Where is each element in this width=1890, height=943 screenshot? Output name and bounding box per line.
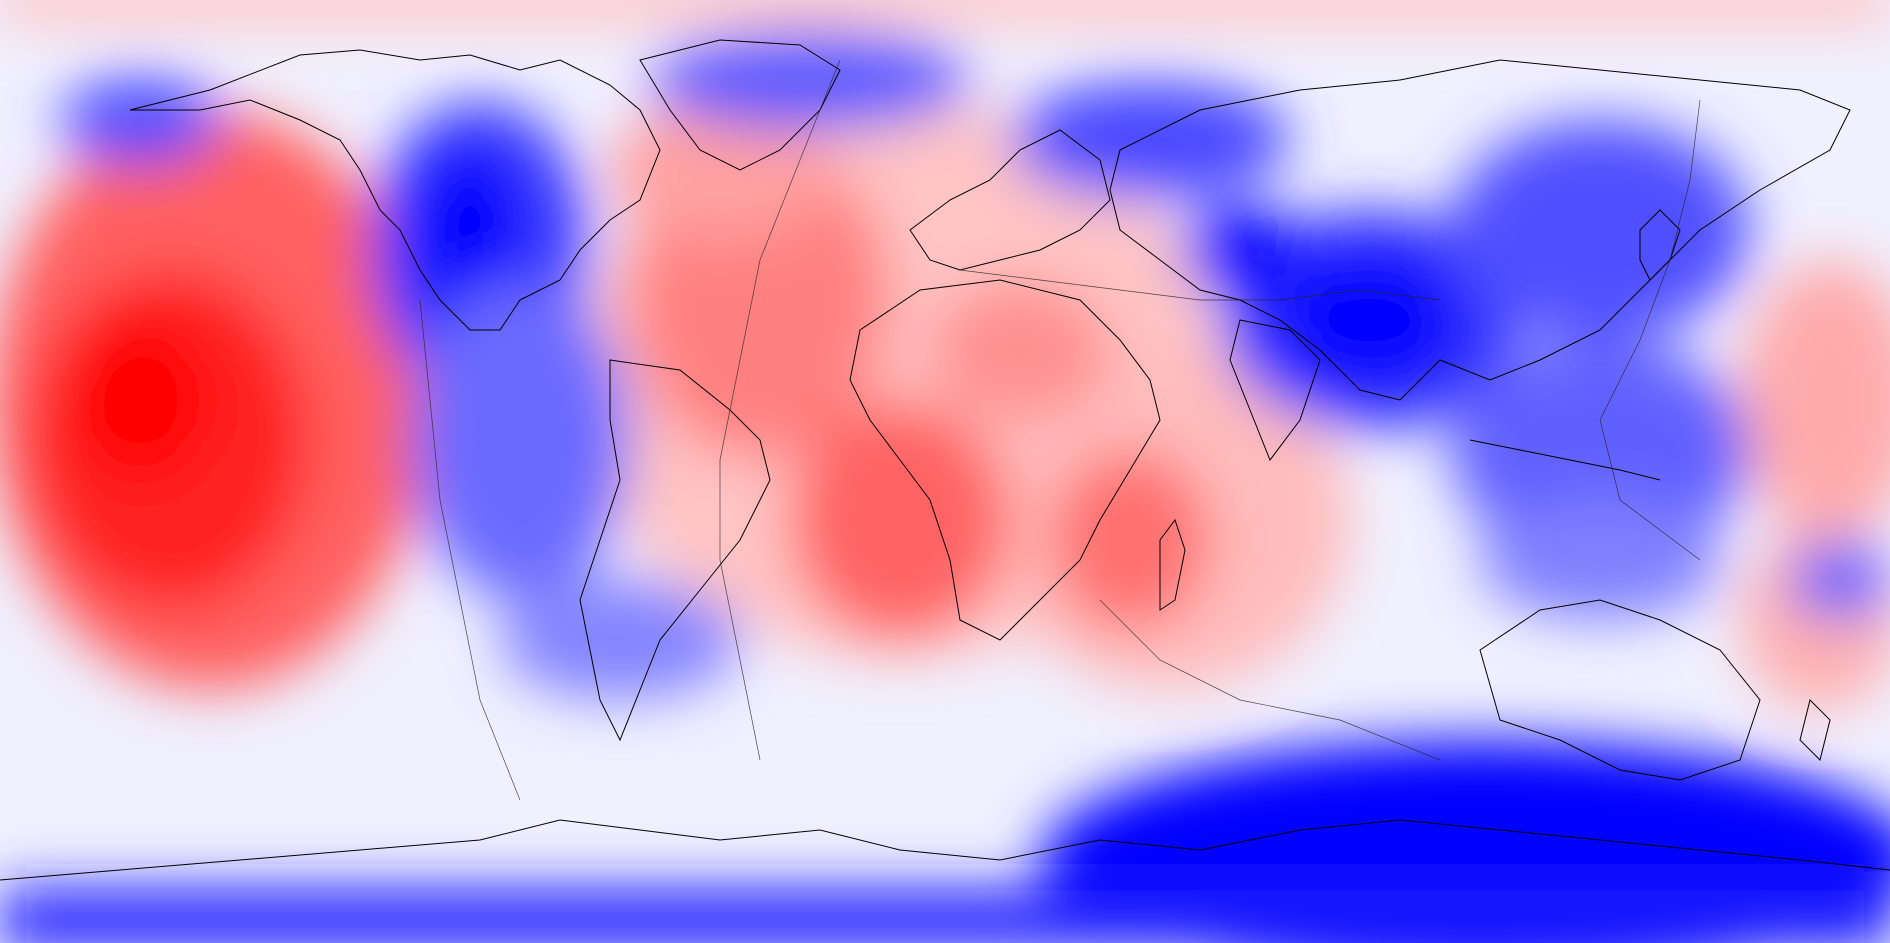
east-pacific-positive-edge [1740, 260, 1890, 540]
boundary-alpine-himalayan [959, 269, 1441, 301]
coastline-madagascar [1159, 518, 1186, 611]
siberia-negative-region [1010, 80, 1290, 200]
south-pole-negative-band [0, 890, 1890, 943]
australia-negative-region [1480, 500, 1720, 620]
boundary-mid-atlantic [719, 59, 841, 761]
coastline-new-zealand [1799, 699, 1831, 761]
east-africa-positive-region [930, 280, 1110, 420]
greenland-positive-region [610, 100, 830, 240]
south-atlantic-negative-region [500, 580, 740, 700]
arctic-negative-region [650, 30, 970, 130]
plate-boundaries [419, 59, 1701, 801]
coastline-australia [1479, 599, 1761, 781]
boundary-east-pacific-rise [419, 299, 521, 801]
coastline-antarctica [0, 819, 1890, 881]
coastline-north-america [129, 49, 661, 331]
coastlines [0, 39, 1890, 881]
coastline-indonesia [1469, 439, 1661, 481]
east-pacific-negative-region [410, 280, 630, 600]
south-atlantic-positive-region [790, 400, 1010, 640]
coastline-south-america [579, 359, 771, 742]
alaska-negative-region [60, 75, 220, 165]
east-asia-negative-region [1450, 120, 1750, 340]
coastline-africa [849, 279, 1161, 641]
western-pacific-negative-region [1450, 340, 1750, 560]
coastline-greenland [639, 39, 841, 171]
pacific-positive-max [70, 320, 210, 480]
coastline-india [1229, 319, 1321, 462]
south-pacific-negative-spot [1790, 540, 1890, 620]
tibet-negative-core [1280, 255, 1460, 385]
middle-east-negative-core [1180, 205, 1300, 295]
coastline-asia [1109, 59, 1851, 401]
north-pole-positive-band [0, 0, 1890, 25]
madagascar-positive-region [1050, 450, 1210, 630]
boundary-indian-ridge [1099, 599, 1441, 761]
boundary-pacific-ring-west [1599, 99, 1701, 561]
